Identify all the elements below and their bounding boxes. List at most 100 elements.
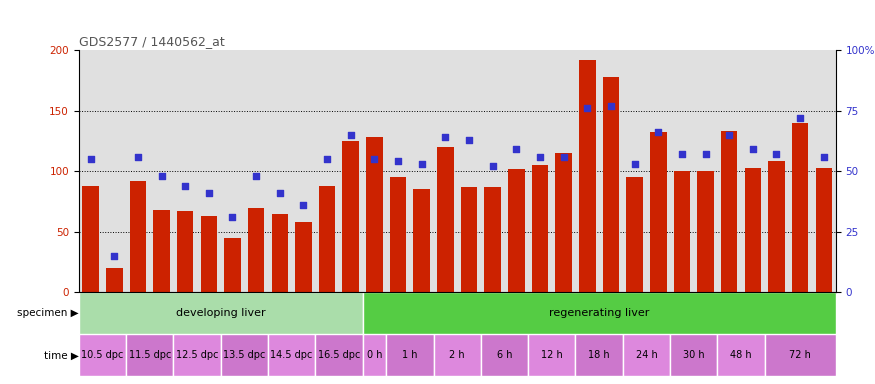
Bar [433,334,481,376]
Bar [508,169,525,292]
Text: 72 h: 72 h [789,350,811,360]
Bar [271,214,288,292]
Point [509,146,523,152]
Point [793,115,807,121]
Point [226,214,240,220]
Point [816,154,830,160]
Bar [200,216,217,292]
Point [486,163,500,169]
Bar [745,167,761,292]
Text: 1 h: 1 h [402,350,417,360]
Bar [126,334,173,376]
Bar [224,238,241,292]
Bar [318,186,335,292]
Text: 24 h: 24 h [635,350,657,360]
Text: 14.5 dpc: 14.5 dpc [270,350,312,360]
Bar [674,171,690,292]
Bar [438,147,453,292]
Point [533,154,547,160]
Point [391,158,405,164]
Bar [461,187,477,292]
Point [722,132,736,138]
Text: time ▶: time ▶ [44,350,79,360]
Text: specimen ▶: specimen ▶ [18,308,79,318]
Bar [79,334,126,376]
Bar [768,161,785,292]
Text: 0 h: 0 h [367,350,382,360]
Bar [579,60,596,292]
Point [675,151,689,157]
Bar [650,132,667,292]
Bar [177,211,193,292]
Point [415,161,429,167]
Point [273,190,287,196]
Text: 6 h: 6 h [497,350,512,360]
Bar [792,122,808,292]
Bar [481,334,528,376]
Bar [718,334,765,376]
Bar [816,167,832,292]
Point [108,253,122,259]
Bar [386,334,433,376]
Bar [268,334,315,376]
Bar [106,268,123,292]
Bar [173,334,220,376]
Text: 18 h: 18 h [588,350,610,360]
Point [462,137,476,143]
Point [155,173,169,179]
Point [84,156,98,162]
Bar [603,76,620,292]
Point [297,202,311,208]
Bar [721,131,738,292]
Bar [220,334,268,376]
Text: 30 h: 30 h [682,350,704,360]
Text: GDS2577 / 1440562_at: GDS2577 / 1440562_at [79,35,225,48]
Point [769,151,783,157]
Bar [528,334,576,376]
Text: regenerating liver: regenerating liver [549,308,649,318]
Text: developing liver: developing liver [176,308,265,318]
Point [651,129,665,136]
Bar [248,207,264,292]
Bar [532,165,549,292]
Bar [315,334,362,376]
Bar [130,181,146,292]
Bar [576,334,623,376]
Bar [295,222,311,292]
Point [344,132,358,138]
Point [202,190,216,196]
Point [131,154,145,160]
Point [698,151,712,157]
Bar [670,334,718,376]
Point [178,183,192,189]
Point [368,156,382,162]
Text: 12.5 dpc: 12.5 dpc [176,350,218,360]
Text: 12 h: 12 h [541,350,563,360]
Point [249,173,263,179]
Point [556,154,570,160]
Bar [362,334,386,376]
Bar [556,153,572,292]
Bar [765,334,836,376]
Text: 10.5 dpc: 10.5 dpc [81,350,123,360]
Bar [153,210,170,292]
Bar [366,137,382,292]
Bar [82,186,99,292]
Text: 16.5 dpc: 16.5 dpc [318,350,360,360]
Text: 13.5 dpc: 13.5 dpc [223,350,265,360]
Bar [626,177,643,292]
Bar [485,187,501,292]
Point [580,105,594,111]
Point [627,161,641,167]
Text: 48 h: 48 h [731,350,752,360]
Point [438,134,452,140]
Bar [362,292,836,334]
Point [604,103,618,109]
Text: 2 h: 2 h [450,350,465,360]
Bar [623,334,670,376]
Bar [413,189,430,292]
Bar [79,292,362,334]
Text: 11.5 dpc: 11.5 dpc [129,350,171,360]
Point [746,146,760,152]
Bar [342,141,359,292]
